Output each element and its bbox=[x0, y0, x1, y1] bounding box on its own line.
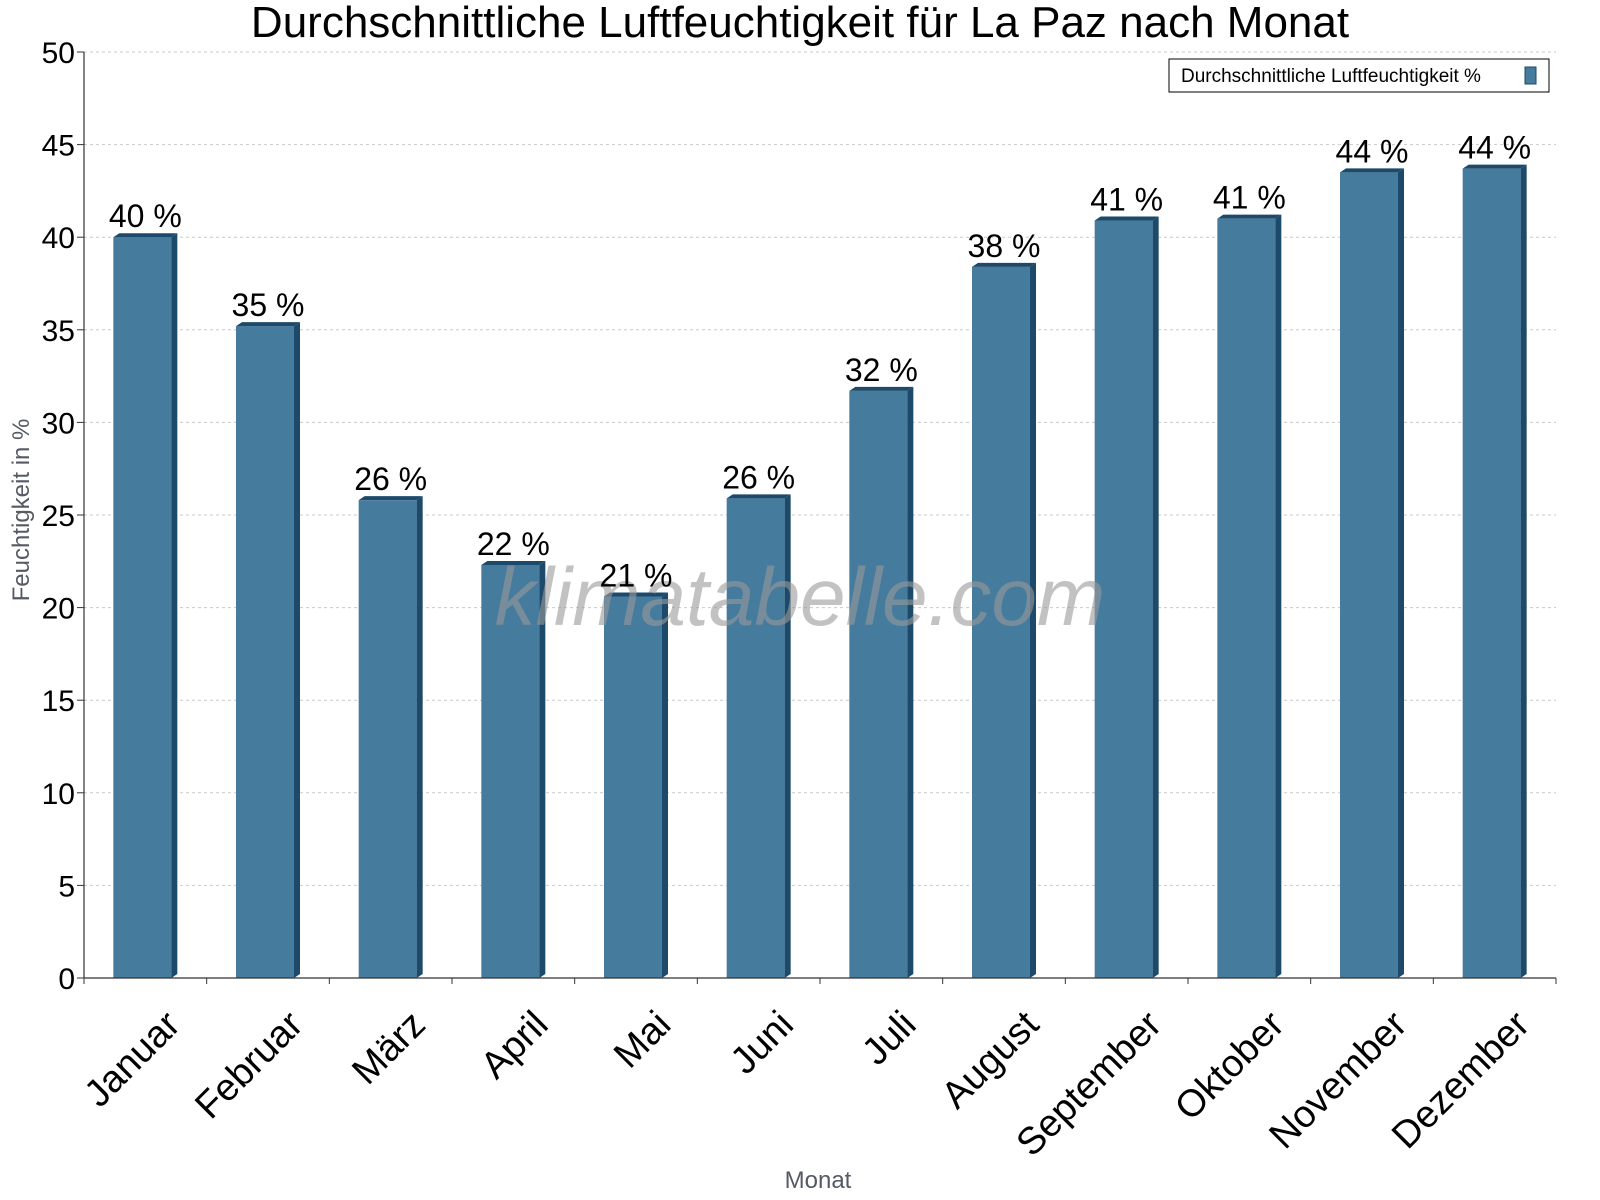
bar-side bbox=[907, 386, 914, 978]
bar-top bbox=[1462, 164, 1527, 169]
y-tick-label: 15 bbox=[42, 685, 75, 718]
bar-side bbox=[1398, 168, 1404, 978]
x-tick-label: Januar bbox=[77, 1003, 189, 1115]
bar-front bbox=[113, 237, 172, 978]
bar bbox=[481, 561, 546, 978]
bar-top bbox=[1340, 168, 1404, 173]
y-tick-label: 50 bbox=[42, 37, 75, 70]
bar bbox=[849, 386, 914, 978]
bar-top bbox=[849, 386, 914, 391]
data-label: 38 % bbox=[968, 228, 1041, 264]
y-tick-label: 25 bbox=[42, 500, 75, 533]
bar-top bbox=[236, 322, 300, 327]
bar bbox=[1094, 216, 1159, 979]
bar bbox=[1462, 164, 1527, 978]
bar-side bbox=[1520, 164, 1527, 978]
y-tick-label: 20 bbox=[42, 593, 75, 626]
bar bbox=[1217, 214, 1282, 978]
x-tick-label: Juni bbox=[723, 1003, 802, 1082]
bar bbox=[726, 494, 791, 978]
bar-top bbox=[1094, 216, 1159, 221]
bar-front bbox=[358, 500, 417, 978]
bar-side bbox=[662, 592, 668, 978]
bar-side bbox=[416, 496, 423, 978]
grid-lines bbox=[84, 51, 1556, 886]
x-axis-label: Monat bbox=[785, 1167, 852, 1194]
data-label: 44 % bbox=[1458, 130, 1531, 166]
bar-front bbox=[972, 266, 1030, 978]
x-tick-label: Februar bbox=[187, 1003, 311, 1127]
data-label: 40 % bbox=[109, 198, 182, 234]
legend: Durchschnittliche Luftfeuchtigkeit % bbox=[1168, 58, 1550, 93]
bar-front bbox=[236, 326, 294, 978]
bar-side bbox=[784, 494, 791, 978]
data-label: 26 % bbox=[354, 461, 427, 497]
bar-side bbox=[1152, 216, 1159, 979]
y-tick-label: 35 bbox=[42, 315, 75, 348]
x-tick-label: Oktober bbox=[1167, 1003, 1293, 1129]
y-tick-label: 45 bbox=[42, 130, 75, 163]
data-label: 32 % bbox=[845, 352, 918, 388]
y-axis-label: Feuchtigkeit in % bbox=[8, 419, 35, 602]
data-label: 26 % bbox=[722, 459, 795, 495]
data-label: 41 % bbox=[1090, 182, 1163, 218]
x-tick-label: Mai bbox=[606, 1003, 679, 1076]
x-tick-label: April bbox=[473, 1003, 556, 1086]
bar-top bbox=[113, 233, 178, 238]
y-tick-labels: 0 5 10 15 20 25 30 35 40 45 50 bbox=[42, 37, 75, 996]
data-label: 41 % bbox=[1213, 180, 1286, 216]
legend-box bbox=[1168, 58, 1550, 93]
legend-label: Durchschnittliche Luftfeuchtigkeit % bbox=[1181, 66, 1481, 87]
data-label: 44 % bbox=[1336, 133, 1409, 169]
bar-front bbox=[849, 390, 908, 978]
bar-side bbox=[539, 561, 546, 978]
legend-swatch bbox=[1524, 66, 1537, 85]
bar-side bbox=[171, 233, 178, 978]
watermark: klimatabelle.com bbox=[495, 552, 1106, 643]
bar-top bbox=[1217, 214, 1282, 219]
bar-front bbox=[1340, 172, 1398, 978]
bar-front bbox=[1217, 218, 1276, 978]
bar-side bbox=[294, 322, 300, 978]
y-tick-label: 30 bbox=[42, 407, 75, 440]
bar bbox=[972, 262, 1036, 978]
y-tick-label: 5 bbox=[58, 870, 75, 903]
bar-top bbox=[481, 561, 546, 566]
bar bbox=[236, 322, 300, 978]
y-tick-label: 10 bbox=[42, 778, 75, 811]
bar-front bbox=[726, 498, 785, 978]
bar-front bbox=[604, 596, 662, 978]
bar-top bbox=[726, 494, 791, 499]
y-tick-label: 40 bbox=[42, 222, 75, 255]
bar-side bbox=[1030, 262, 1036, 978]
bar-front bbox=[1462, 168, 1521, 978]
data-label: 22 % bbox=[477, 526, 550, 562]
bar-top bbox=[972, 262, 1036, 267]
x-tick-label: August bbox=[934, 1003, 1048, 1117]
x-tick-label: Juli bbox=[854, 1003, 924, 1073]
bar bbox=[1340, 168, 1404, 978]
bar-front bbox=[481, 565, 540, 978]
bar bbox=[358, 496, 423, 978]
bar-top bbox=[358, 496, 423, 501]
data-label: 21 % bbox=[600, 557, 673, 593]
data-label: 35 % bbox=[232, 287, 305, 323]
axes bbox=[77, 51, 1557, 984]
bar bbox=[604, 592, 668, 978]
bar-top bbox=[604, 592, 668, 597]
x-tick-label: März bbox=[344, 1003, 433, 1092]
chart-title: Durchschnittliche Luftfeuchtigkeit für L… bbox=[251, 0, 1349, 47]
data-labels: 40 % 35 % 26 % 22 % 21 % 26 % 32 % 38 % 41 % 41 %… bbox=[109, 130, 1531, 594]
bar bbox=[113, 233, 178, 978]
bar-series bbox=[113, 164, 1527, 979]
bar-front bbox=[1094, 220, 1153, 979]
bar-side bbox=[1275, 214, 1282, 978]
y-tick-label: 0 bbox=[58, 963, 75, 996]
